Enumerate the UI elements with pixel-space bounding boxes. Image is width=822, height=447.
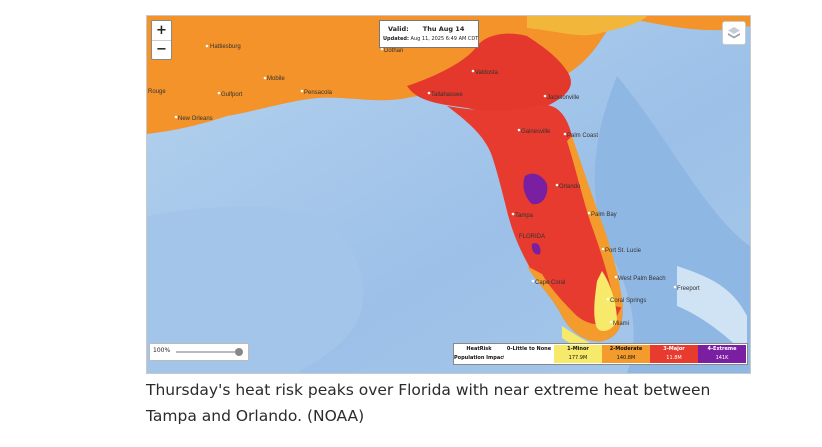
figure-caption: Thursday's heat risk peaks over Florida … bbox=[146, 381, 711, 425]
label-florida: FLORIDA bbox=[519, 234, 545, 240]
zoom-out-button[interactable]: − bbox=[152, 40, 171, 58]
valid-label: Valid: bbox=[388, 25, 409, 33]
label-mobile: Mobile bbox=[267, 76, 285, 82]
georgia-yellow bbox=[527, 16, 647, 36]
legend-cat-2: 2-Moderate bbox=[602, 345, 650, 354]
label-rouge: Rouge bbox=[148, 89, 166, 95]
label-miami: Miami bbox=[613, 321, 629, 327]
legend-population-label: Population Impacted bbox=[454, 355, 504, 361]
heat-risk-map[interactable]: Hattiesburg Mobile Gulfport Pensacola Do… bbox=[146, 15, 751, 374]
southeast-minor bbox=[594, 271, 617, 332]
map-canvas[interactable]: Hattiesburg Mobile Gulfport Pensacola Do… bbox=[147, 16, 750, 373]
opacity-knob[interactable] bbox=[235, 348, 243, 356]
label-freeport: Freeport bbox=[677, 286, 700, 292]
legend-cat-0: 0-Little to None bbox=[504, 345, 554, 354]
legend-pop-2: 140.8M bbox=[602, 354, 650, 363]
opacity-slider[interactable]: 100% bbox=[149, 343, 249, 361]
opacity-track[interactable] bbox=[176, 351, 240, 353]
legend-pop-4: 141K bbox=[698, 354, 746, 363]
heat-risk-legend: HeatRisk 0-Little to None 1-Minor 2-Mode… bbox=[453, 343, 748, 365]
legend-cat-1: 1-Minor bbox=[554, 345, 602, 354]
zoom-in-button[interactable]: + bbox=[152, 21, 171, 40]
valid-time-box: Valid: Thu Aug 14 Updated: Aug 11, 2025 6… bbox=[379, 20, 479, 48]
updated-value: Aug 11, 2025 6:49 AM CDT bbox=[410, 36, 479, 42]
label-cape-coral: Cape Coral bbox=[535, 280, 565, 286]
updated-label: Updated: bbox=[383, 36, 409, 42]
southwest-extreme bbox=[531, 243, 541, 255]
label-orlando: Orlando bbox=[559, 184, 581, 190]
southwest-coast bbox=[527, 266, 623, 342]
layers-icon bbox=[728, 27, 740, 39]
legend-population-row: Population Impacted 177.9M 140.8M 11.8M … bbox=[454, 354, 746, 363]
legend-pop-3: 11.8M bbox=[650, 354, 698, 363]
north-florida-major bbox=[407, 33, 571, 113]
label-dothan: Dothan bbox=[384, 48, 403, 54]
legend-pop-0 bbox=[504, 354, 554, 363]
bahamas-shallows bbox=[677, 266, 747, 356]
label-pensacola: Pensacola bbox=[304, 90, 333, 96]
label-port-st-lucie: Port St. Lucie bbox=[605, 248, 642, 254]
label-west-palm-beach: West Palm Beach bbox=[618, 276, 666, 282]
legend-pop-1: 177.9M bbox=[554, 354, 602, 363]
label-hattiesburg: Hattiesburg bbox=[210, 44, 241, 50]
zoom-control: + − bbox=[151, 20, 172, 60]
legend-heatrisk-label: HeatRisk bbox=[466, 346, 492, 352]
label-tallahassee: Tallahassee bbox=[431, 92, 463, 98]
label-gulfport: Gulfport bbox=[221, 92, 243, 98]
central-florida-extreme bbox=[523, 173, 548, 205]
label-palm-coast: Palm Coast bbox=[567, 133, 598, 139]
label-gainesville: Gainesville bbox=[521, 129, 551, 135]
valid-date: Thu Aug 14 bbox=[422, 25, 465, 33]
label-palm-bay: Palm Bay bbox=[591, 212, 617, 218]
legend-cat-3: 3-Major bbox=[650, 345, 698, 354]
label-new-orleans: New Orleans bbox=[178, 116, 213, 122]
label-valdosta: Valdosta bbox=[475, 70, 499, 76]
east-coast-moderate bbox=[567, 136, 623, 308]
label-jacksonville: Jacksonville bbox=[547, 95, 580, 101]
place-labels: Hattiesburg Mobile Gulfport Pensacola Do… bbox=[148, 44, 700, 327]
legend-cat-4: 4-Extreme bbox=[698, 345, 746, 354]
label-tampa: Tampa bbox=[515, 213, 534, 219]
label-coral-springs: Coral Springs bbox=[610, 298, 646, 304]
opacity-value: 100% bbox=[153, 347, 171, 354]
legend-category-row: HeatRisk 0-Little to None 1-Minor 2-Mode… bbox=[454, 345, 746, 354]
layers-button[interactable] bbox=[722, 21, 746, 45]
deep-gulf bbox=[147, 206, 363, 373]
